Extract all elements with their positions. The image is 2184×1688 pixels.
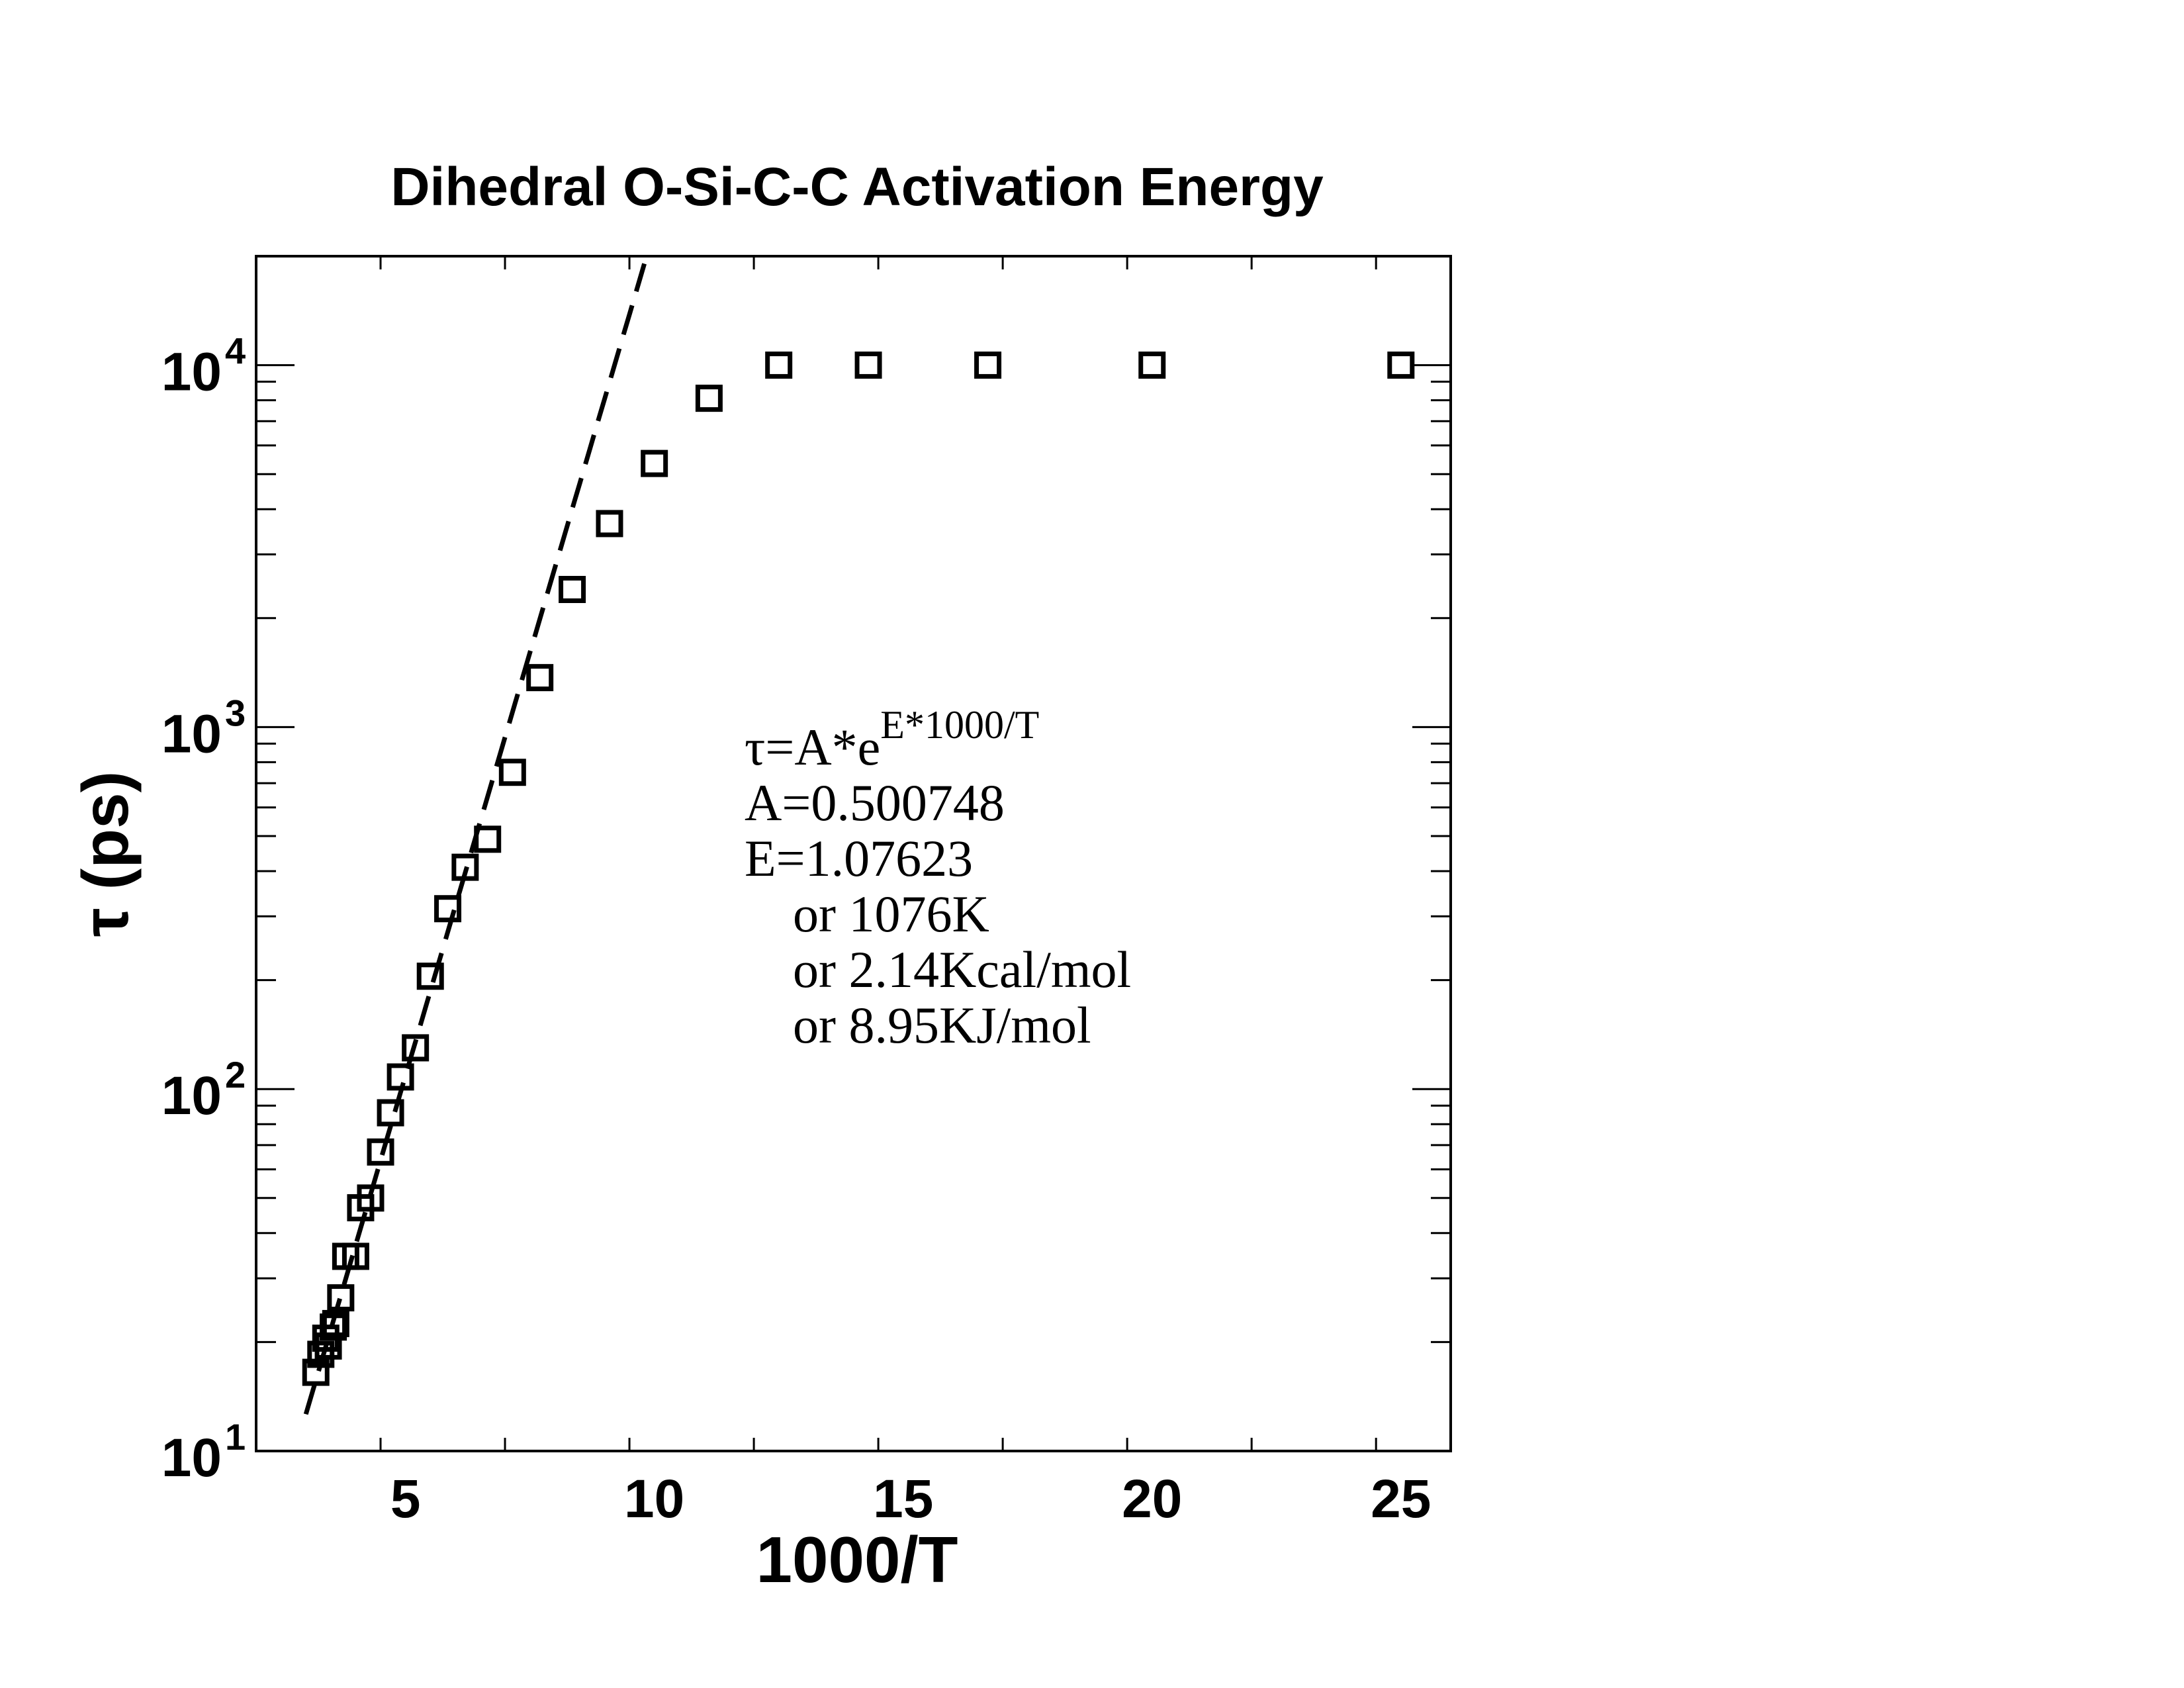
y-tick-label: 10 [161, 342, 222, 402]
y-axis-label: τ (ps) [69, 771, 142, 937]
data-points [302, 352, 1415, 1386]
data-point [367, 1138, 394, 1166]
x-tick-label: 15 [873, 1469, 933, 1529]
data-point [765, 352, 793, 379]
data-point [416, 962, 444, 990]
y-tick-label: 10 [161, 1428, 222, 1488]
data-point [1138, 352, 1166, 379]
y-tick-label-exponent: 1 [225, 1416, 246, 1458]
data-point [596, 510, 623, 538]
annotation-line: or 8.95KJ/mol [793, 996, 1091, 1054]
data-point [498, 759, 526, 786]
annotation-line: or 2.14Kcal/mol [793, 941, 1131, 998]
plot-frame [255, 255, 1452, 1452]
data-point [322, 1309, 349, 1337]
axis-ticks [256, 256, 1451, 1451]
data-point [307, 1340, 335, 1368]
data-point [854, 352, 882, 379]
data-point [327, 1284, 355, 1312]
data-point [434, 895, 462, 923]
annotation-formula: τ=A*eE*1000/T [745, 703, 1039, 776]
data-point [357, 1184, 385, 1212]
annotation-line: A=0.500748 [745, 774, 1005, 831]
data-point [320, 1313, 347, 1341]
data-point [451, 853, 479, 881]
data-point [641, 449, 668, 477]
y-tick-label-exponent: 2 [225, 1054, 246, 1096]
data-point [1387, 352, 1415, 379]
data-point [974, 352, 1002, 379]
x-tick-label: 5 [390, 1469, 421, 1529]
x-tick-labels: 5 10 15 20 25 [390, 1469, 1432, 1529]
annotation-line: or 1076K [793, 885, 989, 943]
data-point [402, 1034, 430, 1062]
data-point [377, 1099, 404, 1127]
annotation-line: E=1.07623 [745, 829, 973, 887]
x-tick-label: 25 [1371, 1469, 1431, 1529]
data-point [526, 664, 554, 692]
y-tick-label-exponent: 3 [225, 692, 246, 733]
data-point [302, 1358, 330, 1386]
x-axis-label: 1000/T [756, 1523, 958, 1596]
y-tick-label: 10 [161, 1066, 222, 1126]
x-tick-label: 10 [624, 1469, 684, 1529]
x-tick-label: 20 [1122, 1469, 1182, 1529]
y-tick-label-exponent: 4 [225, 330, 246, 372]
data-point [474, 825, 502, 853]
data-point [387, 1063, 414, 1091]
annotation-formula-exponent: E*1000/T [880, 703, 1039, 747]
y-tick-label: 10 [161, 704, 222, 764]
chart-title: Dihedral O-Si-C-C Activation Energy [390, 157, 1324, 217]
data-point [695, 385, 723, 412]
data-point [559, 576, 586, 604]
data-point [341, 1243, 369, 1270]
